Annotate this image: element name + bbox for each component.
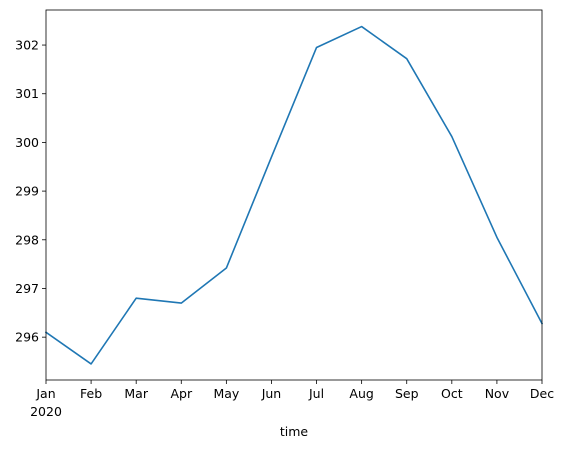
x-tick-label: Dec <box>530 386 554 401</box>
series-line-0 <box>44 25 544 365</box>
x-tick-label: Jun <box>261 386 282 401</box>
x-tick-label: Nov <box>485 386 510 401</box>
x-axis-label: time <box>280 424 309 439</box>
x-axis-year-label: 2020 <box>30 404 62 419</box>
x-tick-label: Feb <box>80 386 102 401</box>
x-tick-label: Oct <box>441 386 463 401</box>
x-tick-label: Jul <box>308 386 324 401</box>
x-axis: Jan Feb Mar Apr May Jun Jul Aug Sep Oct Nov Dec <box>35 380 554 401</box>
y-tick-label: 296 <box>15 330 39 345</box>
series-layer <box>44 25 544 365</box>
y-tick-label: 301 <box>15 86 39 101</box>
y-tick-label: 300 <box>15 135 39 150</box>
y-tick-label: 302 <box>15 38 39 53</box>
x-tick-label: Sep <box>395 386 419 401</box>
y-tick-label: 299 <box>15 184 39 199</box>
x-tick-label: Mar <box>124 386 148 401</box>
y-tick-label: 297 <box>15 281 39 296</box>
y-tick-label: 298 <box>15 232 39 247</box>
y-axis: 296 297 298 299 300 301 302 <box>15 38 46 345</box>
x-tick-label: May <box>213 386 239 401</box>
x-tick-label: Jan <box>35 386 55 401</box>
x-tick-label: Apr <box>170 386 192 401</box>
plot-frame <box>45 9 543 381</box>
x-tick-label: Aug <box>349 386 373 401</box>
plot-background <box>46 10 542 380</box>
